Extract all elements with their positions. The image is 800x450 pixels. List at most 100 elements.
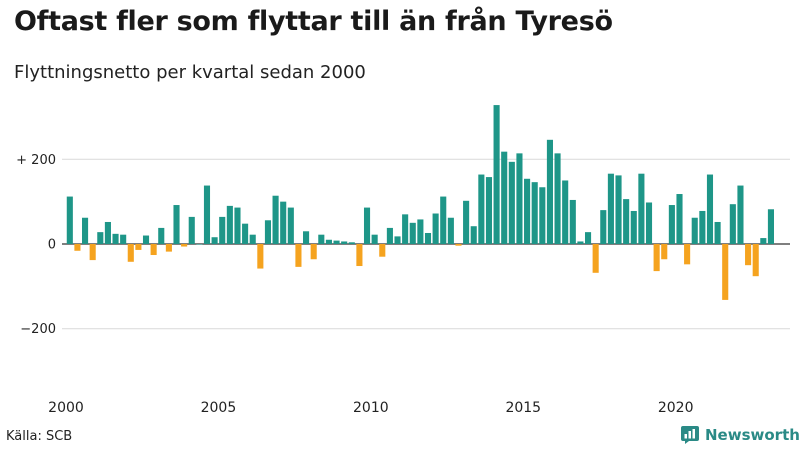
bar-2004K1 <box>188 216 195 244</box>
bar-2007K1 <box>280 201 287 244</box>
bar-2015K1 <box>524 178 531 244</box>
x-tick-label: 2020 <box>658 400 694 416</box>
bar-2016K1 <box>554 153 561 244</box>
bar-2022K4 <box>760 238 767 244</box>
bar-2003K2 <box>165 244 172 252</box>
bar-2004K2 <box>196 244 203 245</box>
bar-2021K2 <box>714 221 721 244</box>
bar-2021K4 <box>729 204 736 244</box>
bar-2018K1 <box>615 175 622 244</box>
bar-2023K1 <box>767 209 774 244</box>
bar-2013K3 <box>478 174 485 244</box>
bar-2004K3 <box>203 185 211 244</box>
x-tick-label: 2000 <box>48 400 84 416</box>
bar-2007K2 <box>287 207 294 244</box>
bar-2018K2 <box>623 199 630 244</box>
chart-subtitle: Flyttningsnetto per kvartal sedan 2000 <box>14 62 366 83</box>
bar-2006K1 <box>249 234 256 244</box>
bar-2010K3 <box>386 227 393 244</box>
bar-2010K2 <box>379 244 386 257</box>
x-tick-label: 2015 <box>505 400 541 416</box>
bar-2022K2 <box>745 244 752 266</box>
bar-2018K4 <box>638 173 645 244</box>
bar-2006K3 <box>264 220 272 244</box>
bar-2016K4 <box>577 241 584 244</box>
bar-2001K2 <box>104 221 111 244</box>
bar-2007K4 <box>303 231 310 244</box>
bar-2016K3 <box>569 199 576 244</box>
bar-2021K3 <box>722 244 729 300</box>
bar-2000K4 <box>89 244 96 261</box>
bar-2009K2 <box>348 242 355 244</box>
bar-2008K3 <box>325 239 332 244</box>
bar-2010K4 <box>394 236 401 244</box>
bar-2003K3 <box>173 205 180 244</box>
bar-2011K3 <box>417 219 424 244</box>
bar-2008K2 <box>318 234 325 244</box>
bar-2007K3 <box>295 244 302 267</box>
bar-2002K1 <box>127 244 134 262</box>
bar-2014K4 <box>516 153 523 244</box>
bar-2002K3 <box>142 235 150 244</box>
bar-2017K3 <box>600 210 607 244</box>
y-tick-label: 0 <box>48 238 56 253</box>
bar-2008K1 <box>310 244 317 260</box>
bar-2011K4 <box>424 232 432 244</box>
bar-2015K4 <box>546 139 553 244</box>
bar-2017K2 <box>592 244 599 273</box>
bar-2009K3 <box>356 244 363 267</box>
bar-2009K4 <box>363 207 371 244</box>
bar-2010K1 <box>371 234 378 244</box>
chart-title: Oftast fler som flyttar till än från Tyr… <box>14 6 613 37</box>
bar-2013K4 <box>485 177 493 244</box>
x-axis-ticks: 2000 2005 2010 2015 2020 <box>48 400 693 416</box>
x-tick-label: 2010 <box>353 400 389 416</box>
bar-2002K4 <box>150 244 157 256</box>
bar-2022K3 <box>752 244 759 277</box>
bar-2019K1 <box>645 202 653 244</box>
bar-2020K2 <box>684 244 691 265</box>
bar-2019K2 <box>653 244 660 272</box>
y-tick-label: −200 <box>20 322 56 337</box>
bar-2017K4 <box>607 173 614 244</box>
bar-2014K1 <box>493 105 500 244</box>
bar-2005K4 <box>242 223 249 244</box>
y-axis-ticks: + 200 0 −200 <box>16 153 56 337</box>
bar-2001K3 <box>112 233 119 244</box>
bar-2017K1 <box>584 232 592 244</box>
bar-2005K2 <box>226 205 233 244</box>
bar-2012K3 <box>447 217 454 244</box>
bar-2008K4 <box>333 240 340 244</box>
bar-2022K1 <box>737 185 744 244</box>
bar-2018K3 <box>630 210 637 244</box>
bar-2015K3 <box>539 187 546 244</box>
bars <box>66 105 774 300</box>
bar-2000K3 <box>82 217 89 244</box>
bar-2013K1 <box>463 200 470 244</box>
bar-2001K4 <box>120 234 127 244</box>
bar-2009K1 <box>341 241 348 244</box>
bar-2015K2 <box>531 182 538 244</box>
bar-2003K1 <box>158 227 165 244</box>
bar-2013K2 <box>470 226 477 244</box>
newsworthy-logo-text: Newsworthy <box>705 426 800 444</box>
bar-2000K1 <box>66 196 73 244</box>
bar-2020K3 <box>691 217 698 244</box>
bar-2014K3 <box>508 161 515 244</box>
bar-2006K4 <box>272 195 279 244</box>
x-tick-label: 2005 <box>201 400 237 416</box>
newsworthy-logo: Newsworthy <box>681 426 800 444</box>
bar-2019K4 <box>668 205 675 244</box>
bar-2019K3 <box>661 244 668 260</box>
bar-2001K1 <box>97 232 104 244</box>
newsworthy-logo-icon <box>681 426 699 444</box>
bar-2016K2 <box>562 180 569 244</box>
bar-2004K4 <box>211 237 218 244</box>
bar-2011K2 <box>409 222 416 244</box>
source-note: Källa: SCB <box>6 429 73 444</box>
bar-2003K4 <box>181 244 188 247</box>
bar-2012K2 <box>440 196 447 244</box>
bar-2005K1 <box>219 216 226 244</box>
bar-2012K4 <box>455 244 462 246</box>
